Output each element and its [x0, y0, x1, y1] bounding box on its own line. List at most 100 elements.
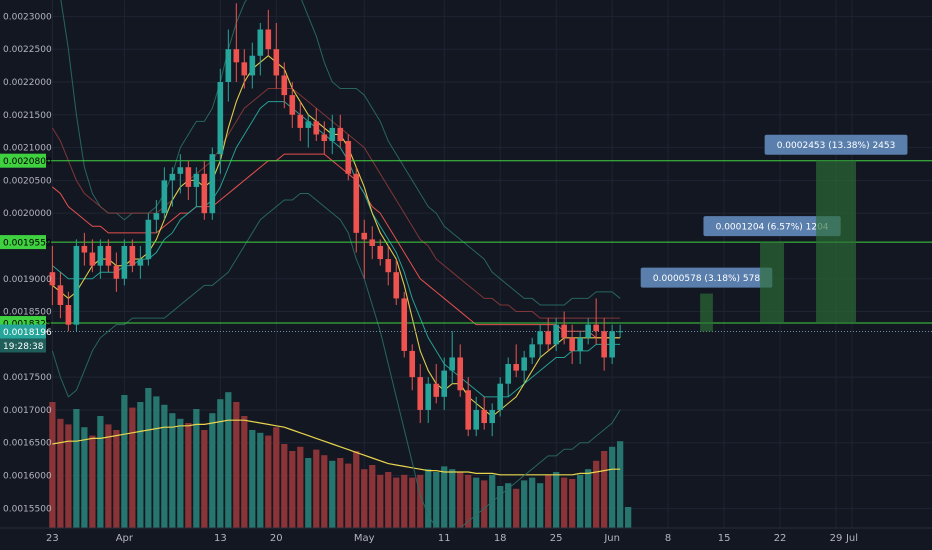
- volume-bar: [241, 416, 248, 528]
- volume-bar: [297, 446, 304, 528]
- candle-body: [265, 29, 272, 50]
- y-axis[interactable]: 0.0023000 0.0022500 0.0022000 0.0021500 0.00…: [3, 12, 52, 514]
- candle-body: [145, 219, 152, 260]
- volume-bar: [265, 435, 272, 528]
- y-tick-label: 0.0020500: [3, 176, 52, 186]
- projection-label-box: [640, 267, 773, 288]
- volume-bar: [505, 483, 512, 528]
- band-red-upper-line: [51, 88, 621, 319]
- volume-bar: [321, 455, 328, 528]
- level-tag: [0, 235, 46, 250]
- x-axis[interactable]: 23 Apr 13 20 May 11 18 25 Jun 8 15 22 29 Jul: [0, 527, 932, 550]
- volume-bar: [409, 477, 416, 528]
- candle-body: [585, 324, 591, 338]
- candle-body: [545, 331, 551, 345]
- volume-bar: [569, 479, 576, 528]
- candle-body: [113, 265, 120, 279]
- volume-bar: [161, 404, 168, 528]
- projection-label: 0.0000578 (3.18%) 578: [653, 274, 760, 284]
- countdown-tag: [0, 338, 46, 353]
- candle-body: [361, 232, 368, 240]
- candle-body: [329, 127, 336, 142]
- candle-body: [401, 298, 408, 351]
- level-tag-label: 0.0019559: [3, 239, 52, 249]
- candle-body: [217, 81, 224, 155]
- candle-body: [169, 173, 176, 181]
- candle-body: [377, 245, 384, 260]
- volume-bar: [577, 474, 584, 528]
- candle-body: [193, 173, 200, 187]
- x-tick-label: 20: [270, 533, 283, 544]
- candle-body: [185, 167, 192, 187]
- volume-bar: [193, 409, 200, 528]
- volume-bar: [529, 477, 536, 528]
- volume-bar: [329, 460, 336, 528]
- countdown-label: 19:28:38: [3, 342, 44, 352]
- candle-body: [433, 383, 440, 397]
- candle-body: [513, 364, 519, 371]
- horizontal-levels[interactable]: [46, 160, 932, 332]
- candle-body: [473, 409, 480, 430]
- volume-bar: [617, 441, 624, 528]
- candle-body: [529, 344, 535, 358]
- x-tick-label: 11: [438, 533, 451, 544]
- volume-bar: [249, 430, 256, 528]
- volume-bar: [553, 472, 560, 528]
- x-tick-label: Jul: [845, 533, 858, 544]
- x-tick-label: 22: [774, 533, 787, 544]
- volume-bar: [81, 427, 88, 528]
- level-tag: [0, 153, 46, 168]
- volume-bar: [593, 460, 600, 528]
- volume-bar: [433, 472, 440, 528]
- x-tick-label: 18: [494, 533, 507, 544]
- projection-box[interactable]: [760, 242, 785, 324]
- candle-body: [297, 114, 304, 128]
- projection-box[interactable]: [816, 160, 857, 324]
- candle-body: [337, 127, 344, 142]
- projection-label: 0.0002453 (13.38%) 2453: [777, 141, 896, 151]
- candle-body: [201, 173, 208, 214]
- volume-bar: [177, 418, 184, 528]
- y-tick-label: 0.0023000: [3, 12, 52, 22]
- candle-body: [577, 337, 583, 351]
- projection-boxes[interactable]: 0.0000578 (3.18%) 578 0.0001204 (6.57%) 1…: [640, 134, 908, 332]
- volume-bar: [201, 430, 208, 528]
- y-tick-label: 0.0022500: [3, 45, 52, 55]
- volume-bar: [289, 451, 296, 528]
- candle-body: [345, 141, 352, 174]
- current-price-tag: [0, 324, 46, 339]
- y-tick-label: 0.0020000: [3, 209, 52, 219]
- projection-box[interactable]: [700, 293, 713, 332]
- x-tick-label: 8: [665, 533, 671, 544]
- volume-bar: [465, 474, 472, 528]
- volume-bar: [137, 402, 144, 528]
- level-tag-label: 0.0020800: [3, 157, 52, 167]
- volume-bar: [425, 469, 432, 528]
- candle-body: [425, 383, 432, 410]
- x-tick-label: 23: [46, 533, 59, 544]
- candle-body: [129, 245, 136, 266]
- band-lower-line: [51, 192, 621, 536]
- volume-bar: [353, 451, 360, 528]
- x-tick-label: 25: [550, 533, 563, 544]
- y-tick-label: 0.0018500: [3, 308, 52, 318]
- volume-bar: [609, 446, 616, 528]
- y-tick-label: 0.0022000: [3, 78, 52, 88]
- candle-body: [409, 350, 416, 378]
- candle-body: [225, 49, 232, 82]
- volume-bar: [89, 435, 96, 528]
- x-tick-label: Jun: [603, 533, 620, 544]
- candle-body: [81, 245, 88, 253]
- volume-bar: [209, 413, 216, 528]
- volume-bar: [337, 458, 344, 528]
- candle-body: [321, 134, 328, 142]
- candle-body: [65, 304, 72, 325]
- x-tick-label: Apr: [116, 533, 134, 544]
- candle-body: [369, 239, 376, 246]
- candle-body: [49, 272, 56, 286]
- y-tick-label: 0.0016000: [3, 472, 52, 482]
- candle-body: [281, 75, 288, 96]
- price-tags: 0.00208000.00195590.00183250.001819619:2…: [0, 153, 52, 353]
- candle-body: [385, 259, 392, 273]
